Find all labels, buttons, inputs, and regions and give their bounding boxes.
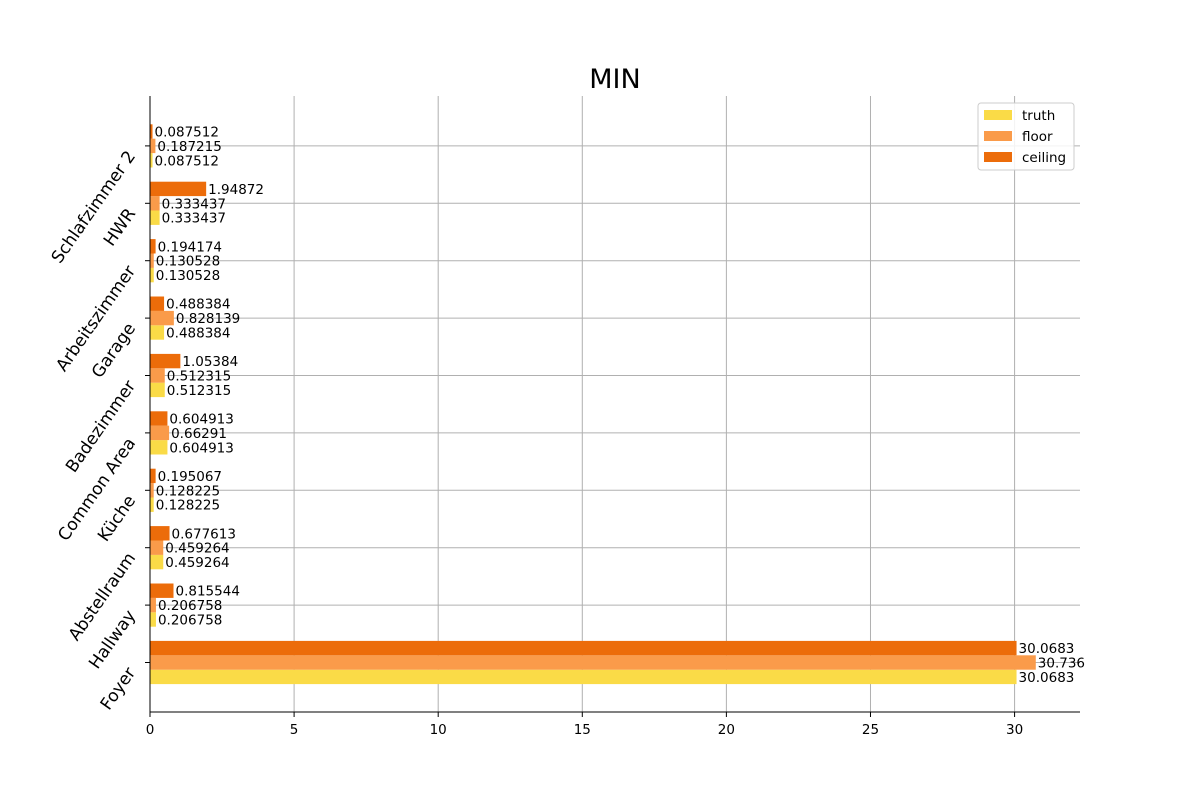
legend-label-truth: truth (1022, 108, 1055, 124)
bars-layer (150, 124, 1036, 685)
bar-floor (150, 253, 154, 268)
y-tick-label: Foyer (97, 664, 140, 714)
bar-value-label: 0.194174 (158, 239, 222, 255)
legend-swatch-ceiling (984, 152, 1012, 162)
bar-ceiling (150, 296, 165, 311)
bar-value-label: 0.815544 (176, 584, 240, 600)
bar-ceiling (150, 526, 170, 541)
bar-truth (150, 153, 153, 168)
bar-value-label: 0.828139 (176, 311, 240, 327)
bar-value-label: 0.459264 (165, 541, 229, 557)
bar-labels-layer: 30.06830.2067580.4592640.1282250.6049130… (155, 125, 1086, 686)
bar-value-label: 0.195067 (158, 469, 222, 485)
bar-value-label: 0.128225 (156, 483, 220, 499)
x-tick-label: 10 (430, 722, 447, 738)
bar-truth (150, 382, 165, 398)
bar-truth (150, 210, 160, 225)
bar-value-label: 0.488384 (166, 326, 230, 342)
bar-value-label: 0.488384 (166, 297, 230, 313)
bar-value-label: 1.94872 (208, 182, 264, 198)
grid-layer (149, 96, 1080, 712)
bar-ceiling (150, 468, 156, 484)
bar-value-label: 0.66291 (171, 426, 227, 442)
bar-value-label: 0.333437 (162, 211, 226, 227)
bar-floor (150, 425, 170, 441)
bar-value-label: 0.604913 (169, 440, 233, 456)
x-tick-label: 5 (290, 722, 299, 738)
bar-value-label: 0.187215 (157, 139, 221, 155)
x-tick-label: 25 (862, 722, 879, 738)
bar-value-label: 0.206758 (158, 613, 222, 629)
bar-truth (150, 497, 154, 512)
bar-value-label: 0.130528 (156, 268, 220, 284)
bar-value-label: 30.0683 (1019, 641, 1075, 657)
bar-ceiling (150, 640, 1017, 656)
bar-floor (150, 310, 174, 326)
x-tick-label: 30 (1006, 722, 1023, 738)
bar-floor (150, 368, 165, 383)
bar-ceiling (150, 181, 207, 197)
bar-value-label: 0.459264 (165, 555, 229, 571)
bar-value-label: 0.128225 (156, 498, 220, 514)
bar-value-label: 0.512315 (167, 383, 231, 399)
bar-value-label: 1.05384 (182, 354, 238, 370)
bar-value-label: 0.604913 (169, 412, 233, 428)
chart-title: MIN (589, 64, 640, 95)
bar-floor (150, 655, 1036, 670)
bar-floor (150, 483, 154, 498)
bar-value-label: 0.333437 (162, 196, 226, 212)
bar-truth (150, 440, 168, 455)
bar-value-label: 0.087512 (155, 153, 219, 169)
bar-truth (150, 325, 165, 340)
bar-value-label: 0.087512 (155, 125, 219, 141)
x-tick-label: 0 (146, 722, 155, 738)
legend: truth floor ceiling (977, 102, 1075, 171)
bar-floor (150, 138, 156, 154)
bar-truth (150, 669, 1017, 685)
bar-ceiling (150, 411, 168, 426)
bar-value-label: 0.206758 (158, 598, 222, 614)
bar-ceiling (150, 124, 153, 139)
bar-value-label: 30.736 (1038, 656, 1085, 672)
bar-truth (150, 554, 164, 570)
legend-swatch-truth (984, 110, 1012, 120)
bar-truth (150, 612, 156, 627)
x-tick-label: 15 (574, 722, 591, 738)
legend-swatch-floor (984, 131, 1012, 141)
bar-value-label: 0.677613 (172, 526, 236, 542)
bar-floor (150, 540, 164, 555)
bar-truth (150, 267, 154, 283)
y-tick-label: HWR (100, 205, 140, 251)
bar-floor (150, 196, 160, 211)
bar-floor (150, 597, 156, 613)
x-tick-label: 20 (718, 722, 735, 738)
bar-value-label: 0.130528 (156, 254, 220, 270)
bar-value-label: 30.0683 (1019, 670, 1075, 686)
bar-ceiling (150, 583, 174, 598)
bar-ceiling (150, 353, 181, 369)
bar-ceiling (150, 239, 156, 254)
legend-label-ceiling: ceiling (1022, 150, 1066, 166)
legend-label-floor: floor (1022, 129, 1053, 145)
bar-value-label: 0.512315 (167, 369, 231, 385)
